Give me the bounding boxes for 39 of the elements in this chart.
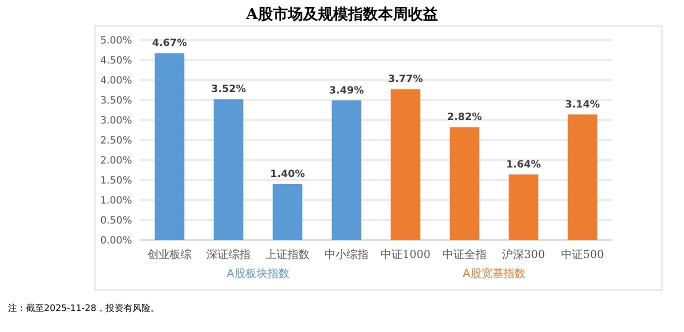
data-label: 2.82% [447, 112, 482, 124]
data-label: 1.40% [270, 169, 305, 180]
y-tick-label: 5.00% [100, 36, 132, 46]
y-tick-label: 1.50% [100, 176, 132, 186]
x-tick-label: 中证500 [561, 248, 604, 261]
bar [450, 127, 480, 240]
x-tick-label: 创业板综 [148, 248, 192, 261]
y-tick-label: 0.00% [100, 236, 132, 246]
text: 注：截至2025-11-28，投资有风险。 [8, 303, 160, 314]
x-tick-label: 上证指数 [266, 248, 310, 261]
y-tick-label: 1.00% [100, 196, 132, 206]
data-label: 3.49% [329, 85, 364, 96]
y-tick-label: 4.50% [100, 56, 132, 66]
x-tick-label: 中小综指 [324, 248, 368, 261]
bar [272, 184, 302, 240]
chart-title: A股市场及规模指数本周收益 [245, 5, 438, 23]
x-tick-label: 中证全指 [442, 248, 486, 261]
data-label: 3.77% [388, 74, 423, 86]
data-label: 3.14% [565, 99, 600, 110]
y-tick-label: 2.50% [100, 136, 132, 146]
bar [154, 53, 184, 240]
y-tick-label: 3.50% [100, 96, 132, 106]
y-tick-label: 2.00% [100, 156, 132, 166]
text: A股板块指数 [226, 267, 290, 280]
y-tick-label: 3.00% [100, 116, 132, 126]
bar [508, 174, 538, 240]
y-tick-label: 0.50% [100, 216, 132, 226]
bar [568, 114, 598, 240]
bar [332, 100, 362, 240]
x-tick-label: 沪深300 [502, 248, 545, 261]
x-tick-label: 中证1000 [380, 248, 430, 261]
data-label: 1.64% [506, 159, 541, 170]
y-tick-label: 4.00% [100, 76, 132, 86]
data-label: 4.67% [152, 38, 187, 50]
bar [390, 89, 420, 240]
data-label: 3.52% [211, 84, 246, 96]
text: A股宽基指数 [462, 267, 526, 280]
x-tick-label: 深证综指 [206, 248, 250, 261]
bar [214, 99, 244, 240]
